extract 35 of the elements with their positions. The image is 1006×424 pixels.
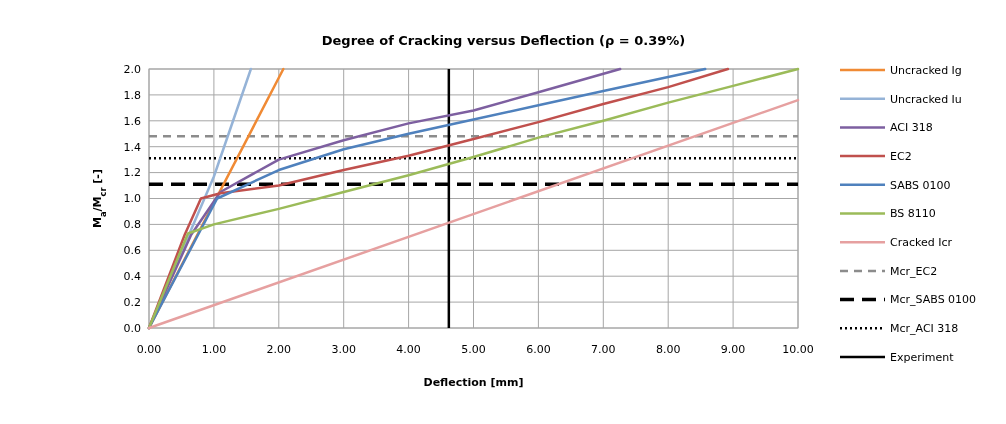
legend-label: EC2	[890, 149, 912, 163]
x-tick-label: 1.00	[201, 343, 227, 356]
y-tick-label: 0.8	[123, 218, 141, 232]
y-tick-label: 1.4	[123, 140, 141, 154]
x-tick-label: 6.00	[526, 343, 551, 356]
y-tick-label: 1.0	[123, 192, 141, 206]
y-tick-label: 1.8	[123, 88, 141, 102]
x-tick-label: 7.00	[591, 343, 616, 356]
legend-label: Uncracked Ig	[890, 63, 962, 77]
x-tick-label: 5.00	[461, 343, 486, 356]
x-tick-label: 9.00	[720, 343, 746, 356]
legend-label: Experiment	[890, 350, 955, 364]
chart-title: Degree of Cracking versus Deflection (ρ = 0.39%)	[321, 33, 686, 48]
y-tick-label: 1.2	[123, 166, 141, 180]
x-tick-label: 10.00	[782, 343, 814, 356]
y-tick-label: 1.6	[123, 114, 141, 128]
y-tick-label: 2.0	[123, 62, 141, 76]
legend-label: Mcr_EC2	[890, 264, 938, 278]
y-tick-label: 0.6	[123, 244, 141, 258]
legend-label: BS 8110	[890, 207, 936, 221]
x-tick-label: 8.00	[655, 343, 681, 356]
x-tick-label: 0.00	[136, 343, 162, 356]
legend-label: ACI 318	[890, 121, 933, 135]
legend-label: SABS 0100	[890, 178, 951, 192]
y-tick-label: 0.0	[123, 321, 141, 335]
y-tick-label: 0.4	[123, 270, 141, 284]
y-tick-label: 0.2	[123, 295, 141, 309]
legend-label: Mcr_SABS 0100	[890, 293, 977, 307]
legend-label: Cracked Icr	[890, 236, 953, 250]
x-tick-label: 3.00	[331, 343, 356, 356]
legend-label: Mcr_ACI 318	[890, 322, 959, 336]
x-axis-title: Deflection [mm]	[423, 376, 524, 389]
x-tick-label: 4.00	[396, 343, 421, 356]
x-tick-label: 2.00	[266, 343, 292, 356]
legend-label: Uncracked Iu	[890, 92, 962, 106]
